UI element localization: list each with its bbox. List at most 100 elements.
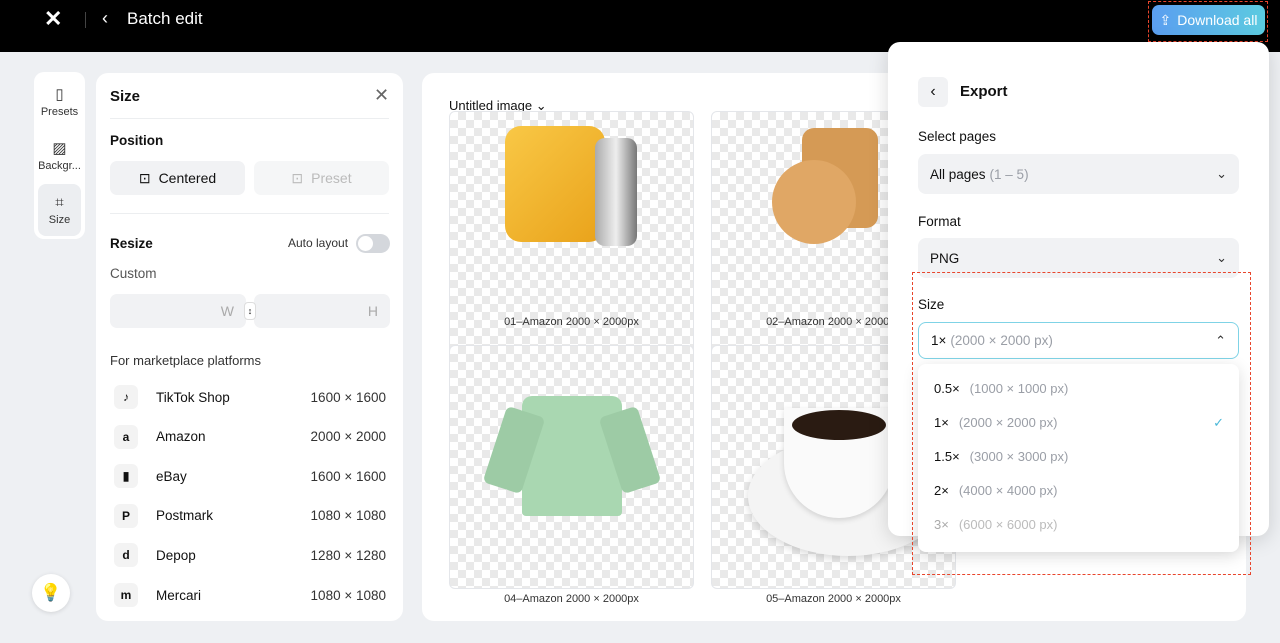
page-thumbnail[interactable] [449, 111, 694, 355]
platform-size: 1600 × 1600 [310, 389, 386, 405]
height-input[interactable]: H [254, 294, 390, 328]
size-option[interactable]: 1.5× (3000 × 3000 px) [934, 449, 1224, 464]
download-all-label: Download all [1177, 12, 1258, 28]
rail-label: Size [48, 213, 71, 226]
toaster-side [595, 138, 637, 246]
option-dim: (4000 × 4000 px) [958, 483, 1058, 498]
platform-size: 1600 × 1600 [310, 468, 386, 484]
tool-rail: ▯ Presets ▨ Backgr... ⌗ Size [34, 72, 85, 239]
marketplace-label: For marketplace platforms [110, 353, 261, 368]
document-title: Untitled image [449, 98, 533, 113]
shirt-image [522, 396, 622, 516]
rail-item-size[interactable]: ⌗ Size [38, 184, 81, 236]
size-option[interactable]: 3× (6000 × 6000 px) [934, 517, 1224, 532]
option-dim: (6000 × 6000 px) [958, 517, 1058, 532]
size-dropdown[interactable]: 1× (2000 × 2000 px) ⌃ [918, 322, 1239, 359]
rail-label: Presets [40, 105, 79, 118]
size-value: 1× [931, 333, 947, 348]
resize-label: Resize [110, 236, 153, 251]
platform-size: 1280 × 1280 [310, 547, 386, 563]
position-label: Position [110, 133, 164, 148]
size-label: Size [918, 297, 945, 312]
platform-name: TikTok Shop [156, 389, 230, 405]
page-caption: 05–Amazon 2000 × 2000px [766, 593, 901, 605]
auto-layout-label: Auto layout [288, 236, 349, 250]
page-thumbnail[interactable] [449, 345, 694, 589]
platform-size: 2000 × 2000 [310, 429, 386, 445]
option-scale: 1× [934, 415, 949, 430]
divider [110, 118, 389, 119]
option-dim: (2000 × 2000 px) [958, 415, 1058, 430]
rail-item-background[interactable]: ▨ Backgr... [38, 130, 81, 182]
divider [85, 12, 86, 28]
size-panel: Size ✕ Position ⊡ Centered ⊡ Preset Resize… [96, 73, 403, 621]
option-scale: 3× [934, 517, 949, 532]
format-value: PNG [930, 250, 960, 266]
export-title: Export [960, 83, 1008, 100]
size-options-menu: 0.5× (1000 × 1000 px) 1× (2000 × 2000 px) ✓ 1… [918, 364, 1239, 552]
back-icon[interactable]: ‹ [102, 8, 108, 28]
chevron-down-icon: ⌄ [1216, 166, 1227, 181]
platform-item[interactable]: P Postmark 1080 × 1080 [114, 503, 386, 529]
capcut-logo-icon[interactable]: ✕ [44, 6, 63, 31]
platform-logo-icon: m [114, 583, 138, 607]
document-title-dropdown[interactable]: Untitled image ⌄ [449, 98, 547, 114]
option-scale: 0.5× [934, 381, 960, 396]
chevron-down-icon: ⌄ [535, 98, 547, 113]
chevron-up-icon: ⌃ [1215, 332, 1226, 348]
auto-layout-toggle[interactable] [356, 234, 390, 253]
close-icon[interactable]: ✕ [374, 85, 390, 105]
chevron-down-icon: ⌄ [1216, 250, 1227, 265]
center-icon: ⊡ [138, 169, 151, 186]
size-option[interactable]: 2× (4000 × 4000 px) [934, 483, 1224, 498]
platform-size: 1080 × 1080 [310, 587, 386, 603]
size-option[interactable]: 0.5× (1000 × 1000 px) [934, 381, 1224, 396]
centered-label: Centered [158, 170, 217, 186]
option-scale: 1.5× [934, 449, 960, 464]
platform-logo-icon: P [114, 503, 138, 528]
background-icon: ▨ [52, 139, 67, 157]
format-dropdown[interactable]: PNG ⌄ [918, 238, 1239, 278]
platform-item[interactable]: a Amazon 2000 × 2000 [114, 424, 386, 450]
platform-name: Amazon [156, 429, 206, 445]
page-title: Batch edit [127, 9, 203, 28]
platform-name: Postmark [156, 508, 214, 524]
rail-item-presets[interactable]: ▯ Presets [38, 76, 81, 128]
lightbulb-icon[interactable]: 💡 [32, 574, 70, 612]
platform-item[interactable]: ♪ TikTok Shop 1600 × 1600 [114, 384, 386, 410]
option-scale: 2× [934, 483, 949, 498]
coffee [792, 410, 886, 440]
annotation-box [912, 272, 1251, 575]
share-icon: ⇪ [1159, 11, 1172, 28]
platform-logo-icon: ♪ [114, 385, 138, 409]
platform-name: Depop [156, 547, 196, 563]
platform-logo-icon: a [114, 424, 138, 449]
platform-item[interactable]: m Mercari 1080 × 1080 [114, 582, 386, 608]
size-option[interactable]: 1× (2000 × 2000 px) ✓ [934, 415, 1224, 431]
platform-item[interactable]: ▮ eBay 1600 × 1600 [114, 463, 386, 489]
rail-label: Backgr... [38, 159, 81, 172]
check-icon: ✓ [1213, 415, 1224, 430]
platform-logo-icon: ▮ [114, 464, 138, 489]
page-caption: 01–Amazon 2000 × 2000px [504, 316, 639, 328]
option-dim: (1000 × 1000 px) [969, 381, 1069, 396]
centered-button[interactable]: ⊡ Centered [110, 161, 245, 195]
platform-name: eBay [156, 468, 187, 484]
pages-range: (1 – 5) [989, 166, 1029, 182]
page-caption: 04–Amazon 2000 × 2000px [504, 593, 639, 605]
lock-ratio-icon[interactable]: ↕ [244, 302, 256, 320]
annotation-box [1148, 1, 1268, 42]
preset-icon: ⊡ [291, 169, 304, 186]
select-pages-dropdown[interactable]: All pages (1 – 5) ⌄ [918, 154, 1239, 194]
export-back-button[interactable]: ‹ [918, 77, 948, 107]
width-input[interactable]: W [110, 294, 246, 328]
download-all-button[interactable]: ⇪ Download all [1152, 5, 1265, 35]
platform-item[interactable]: d Depop 1280 × 1280 [114, 542, 386, 568]
size-value-dim: (2000 × 2000 px) [950, 333, 1053, 348]
option-dim: (3000 × 3000 px) [969, 449, 1069, 464]
format-label: Format [918, 214, 961, 229]
crop-icon: ⌗ [55, 193, 64, 211]
preset-button[interactable]: ⊡ Preset [254, 161, 389, 195]
select-pages-label: Select pages [918, 129, 997, 144]
custom-label: Custom [110, 266, 157, 281]
